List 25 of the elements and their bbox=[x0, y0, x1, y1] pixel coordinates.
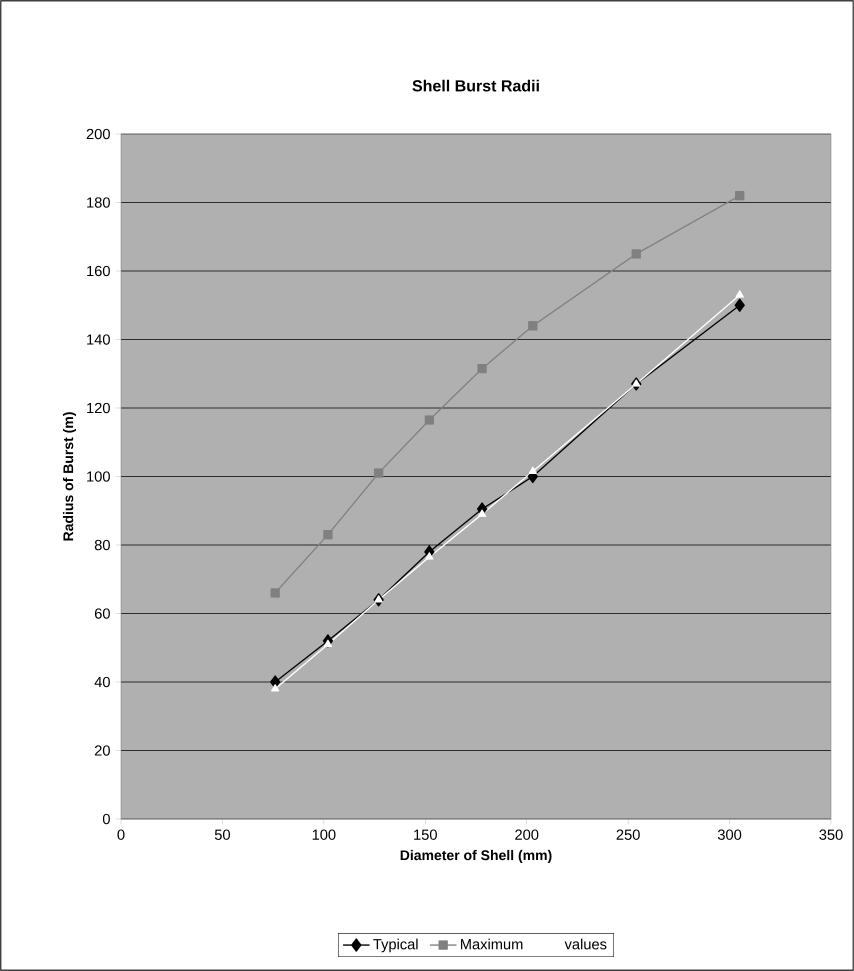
legend-label: Maximum bbox=[461, 938, 522, 950]
y-tick-label: 80 bbox=[94, 540, 110, 550]
chart-title: Shell Burst Radii bbox=[412, 80, 539, 92]
y-tick-label: 180 bbox=[87, 197, 110, 208]
y-tick-label: 40 bbox=[94, 676, 110, 688]
y-tick-label: 20 bbox=[94, 745, 110, 756]
x-axis-title: Diameter of Shell (mm) bbox=[400, 850, 552, 863]
y-tick-label: 100 bbox=[87, 471, 110, 482]
text: values bbox=[564, 938, 606, 950]
x-tick-label: 150 bbox=[414, 830, 437, 840]
x-tick-label: 50 bbox=[214, 830, 230, 840]
y-tick-label: 0 bbox=[102, 814, 110, 824]
y-axis-title: Radius of Burst (m) bbox=[62, 412, 76, 540]
y-tick-label: 120 bbox=[87, 402, 110, 414]
x-tick-label: 250 bbox=[616, 830, 640, 840]
x-tick-label: 100 bbox=[312, 830, 336, 840]
x-tick-label: 350 bbox=[819, 830, 843, 840]
x-tick-label: 300 bbox=[718, 830, 742, 840]
x-tick-label: 0 bbox=[117, 830, 124, 840]
y-tick-label: 160 bbox=[87, 266, 110, 276]
legend-label: Typical bbox=[373, 938, 418, 952]
y-tick-label: 140 bbox=[87, 334, 110, 345]
y-tick-label: 60 bbox=[94, 608, 110, 619]
x-tick-label: 200 bbox=[515, 830, 538, 840]
y-tick-label: 200 bbox=[86, 128, 110, 140]
